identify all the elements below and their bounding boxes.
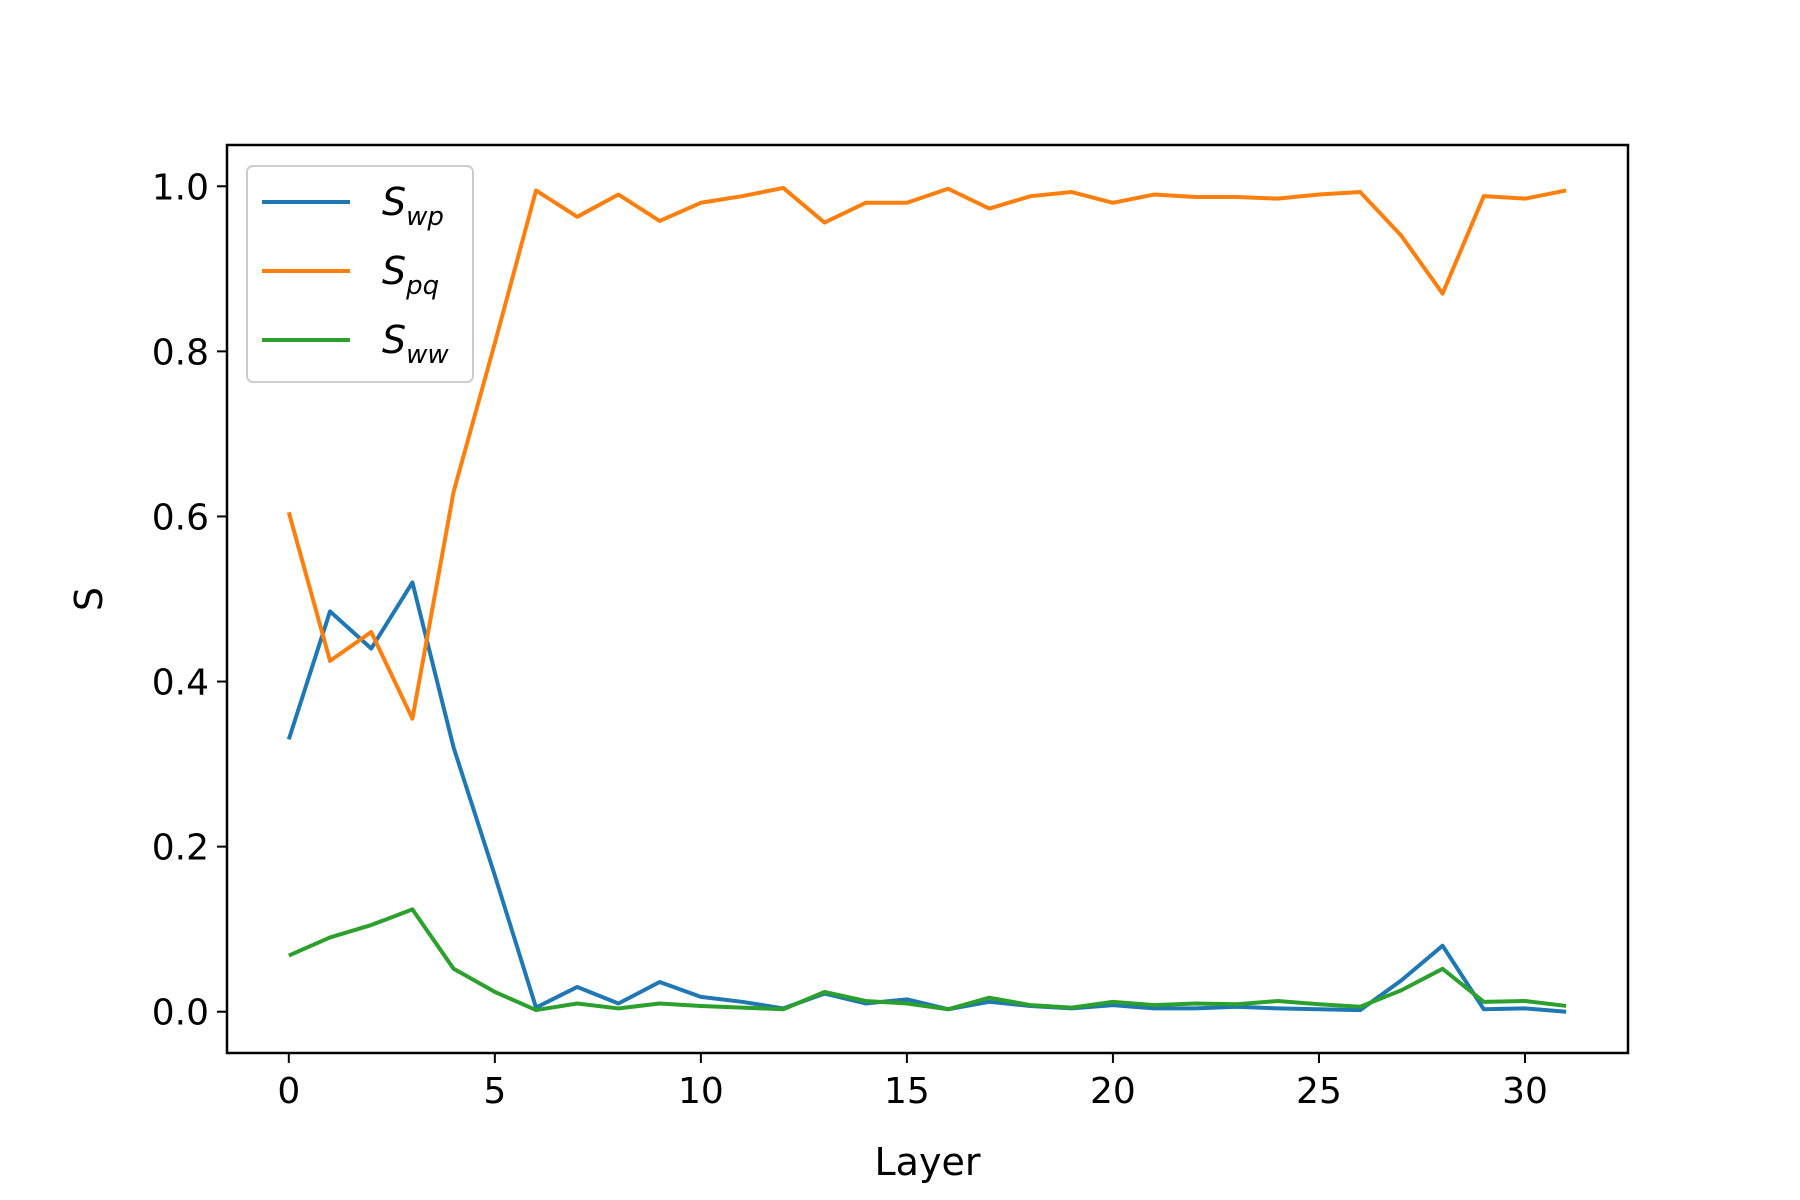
x-tick-label: 10 — [678, 1071, 724, 1112]
legend-entry-subscript: pq — [405, 271, 439, 301]
series-line-pq — [286, 185, 1567, 721]
series-line-wp — [286, 580, 1567, 1014]
legend-entry-name: S — [382, 180, 406, 224]
series-layer — [286, 185, 1567, 1014]
x-axis-label: Layer — [875, 1140, 981, 1184]
x-tick-label: 15 — [884, 1071, 930, 1112]
legend-entry: Swp — [382, 180, 444, 232]
legend-entry-name: S — [382, 249, 406, 293]
y-axis-label: S — [67, 587, 111, 611]
legend-entry: Sww — [382, 318, 449, 370]
x-tick-label: 20 — [1090, 1071, 1136, 1112]
y-tick-label: 0.0 — [152, 993, 209, 1034]
legend-box — [246, 165, 474, 383]
x-axis: 0 5 10 15 20 25 30 — [277, 1053, 1548, 1112]
y-tick-label: 0.8 — [152, 332, 209, 373]
y-axis: 0.0 0.2 0.4 0.6 0.8 1.0 — [152, 167, 227, 1034]
legend-entry: Spq — [382, 249, 439, 301]
x-tick-label: 25 — [1296, 1071, 1342, 1112]
x-tick-label: 30 — [1502, 1071, 1548, 1112]
y-tick-label: 1.0 — [152, 167, 209, 208]
x-tick-label: 0 — [277, 1071, 300, 1112]
legend-entry-name: S — [382, 318, 406, 362]
y-tick-label: 0.2 — [152, 828, 209, 869]
y-tick-label: 0.4 — [152, 663, 209, 704]
series-line-ww — [288, 907, 1567, 1013]
legend-entry-subscript: ww — [406, 340, 449, 370]
legend-entry-subscript: wp — [406, 202, 444, 232]
x-tick-label: 5 — [483, 1071, 506, 1112]
plot-frame — [225, 143, 1630, 1055]
y-tick-label: 0.6 — [152, 497, 209, 538]
